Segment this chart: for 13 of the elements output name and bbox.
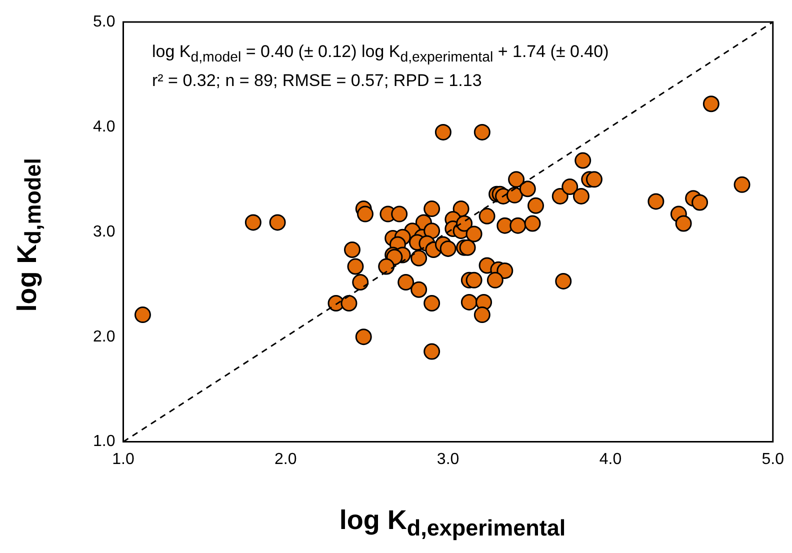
annotation: r² = 0.32; n = 89; RMSE = 0.57; RPD = 1.13 <box>152 70 483 92</box>
x-tick-label: 3.0 <box>436 450 460 468</box>
y-tick-label: 4.0 <box>92 118 116 136</box>
y-tick-label: 2.0 <box>92 328 116 346</box>
x-tick-label: 5.0 <box>762 450 784 468</box>
annotation: log K$_{d,model}$ = 0.40 (± 0.12) log K$_{d,experimental}$ + 1.74 (± 0.40) <box>152 41 609 68</box>
x-axis-title: log K$_{d,experimental}$ <box>338 505 567 542</box>
x-tick-label: 2.0 <box>274 450 297 468</box>
x-tick-label: 4.0 <box>599 450 622 468</box>
x-tick-label: 1.0 <box>112 450 134 468</box>
y-tick-label: 3.0 <box>92 223 116 240</box>
y-tick-label: 1.0 <box>92 433 116 450</box>
y-tick-label: 5.0 <box>92 13 116 30</box>
